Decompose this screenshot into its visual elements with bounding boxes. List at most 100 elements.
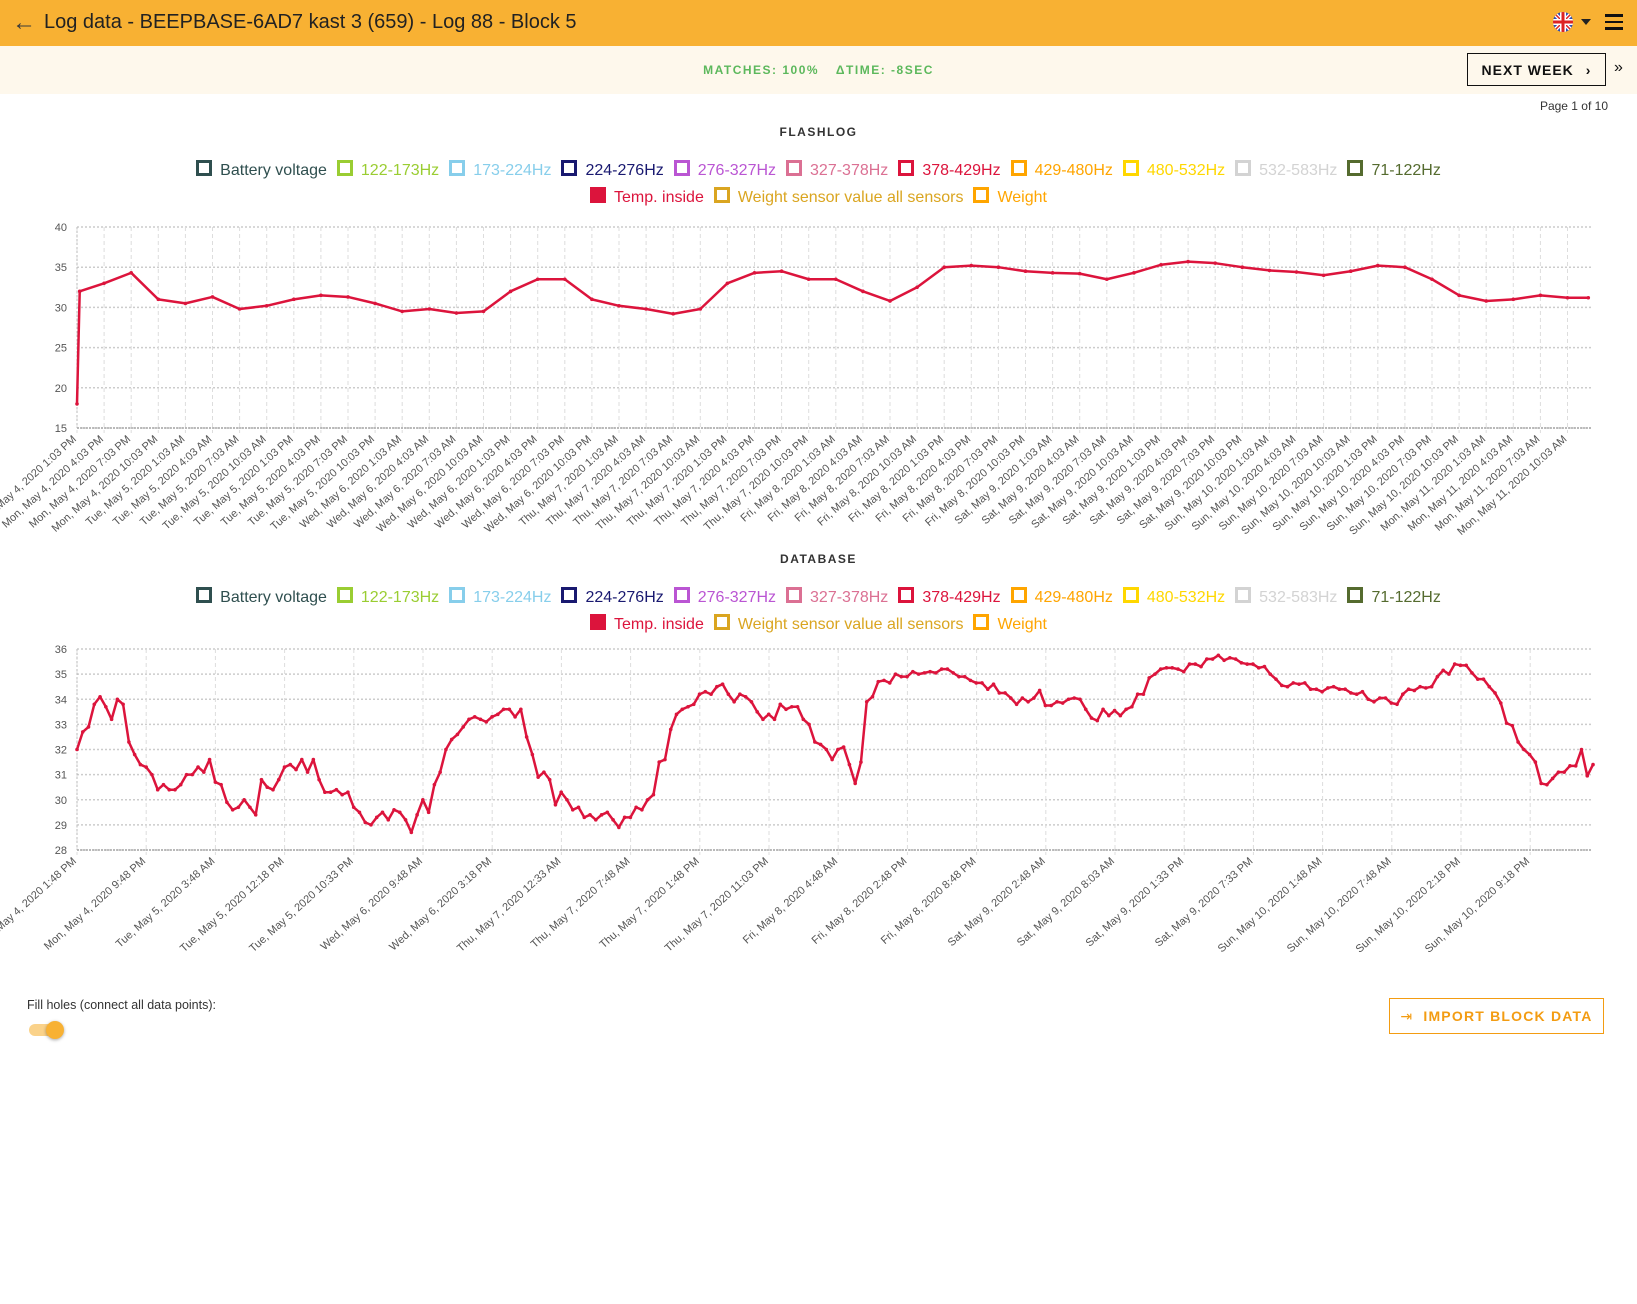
data-point — [824, 747, 829, 752]
data-point — [801, 717, 806, 722]
data-point — [1556, 770, 1561, 774]
legend-item[interactable]: 327-378Hz — [786, 157, 888, 184]
hamburger-menu-icon[interactable] — [1605, 14, 1623, 30]
data-point — [1452, 662, 1457, 666]
data-point — [213, 780, 218, 784]
legend-item[interactable]: 276-327Hz — [673, 157, 776, 184]
data-point — [732, 699, 736, 704]
legend-item[interactable]: 122-173Hz — [336, 157, 440, 184]
data-point — [1251, 662, 1255, 666]
legend-item[interactable]: Weight — [973, 184, 1047, 211]
legend-item[interactable]: Temp. inside — [590, 611, 704, 638]
data-point — [1267, 268, 1272, 273]
data-point — [847, 762, 852, 767]
database-chart-title: DATABASE — [780, 552, 857, 566]
legend-label: 71-122Hz — [1371, 589, 1441, 606]
language-dropdown-caret-icon[interactable] — [1581, 19, 1591, 25]
legend-item[interactable]: 532-583Hz — [1235, 584, 1337, 611]
data-point — [715, 684, 719, 689]
legend-swatch-icon — [196, 160, 213, 176]
data-point — [1245, 662, 1249, 666]
legend-label: Temp. inside — [614, 189, 704, 206]
legend-item[interactable]: 122-173Hz — [336, 584, 439, 611]
data-point — [311, 757, 316, 762]
y-tick-label: 40 — [55, 222, 67, 234]
legend-item[interactable]: 378-429Hz — [898, 584, 1001, 611]
legend-item[interactable]: 429-480Hz — [1010, 584, 1113, 611]
fill-holes-toggle[interactable] — [29, 1021, 65, 1039]
data-point — [617, 303, 621, 308]
legend-item[interactable]: 276-327Hz — [673, 584, 776, 611]
data-point — [1573, 764, 1578, 768]
data-point — [1562, 770, 1567, 774]
data-point — [1262, 664, 1267, 669]
data-point — [1210, 657, 1215, 661]
legend-item[interactable]: 480-532Hz — [1122, 584, 1225, 611]
legend-item[interactable]: 71-122Hz — [1347, 157, 1441, 184]
next-week-button[interactable]: NEXT WEEK › — [1467, 53, 1606, 86]
legend-item[interactable]: 173-224Hz — [449, 584, 551, 611]
data-point — [253, 813, 258, 817]
legend-item[interactable]: Battery voltage — [196, 584, 327, 611]
data-point — [1193, 662, 1198, 666]
legend-item[interactable]: 71-122Hz — [1347, 584, 1441, 611]
legend-item[interactable]: Battery voltage — [196, 157, 327, 184]
legend-item[interactable]: 224-276Hz — [561, 157, 664, 184]
data-point — [1274, 677, 1278, 681]
legend-item[interactable]: Weight — [973, 611, 1047, 638]
data-point — [841, 745, 846, 749]
data-point — [834, 277, 838, 282]
data-point — [1303, 681, 1307, 685]
legend-item[interactable]: Temp. inside — [590, 184, 704, 211]
chevron-right-icon: › — [1585, 61, 1592, 78]
data-point — [115, 697, 120, 702]
legend-swatch-icon — [449, 587, 466, 603]
data-point — [1107, 713, 1111, 718]
data-point — [155, 787, 160, 792]
legend-item[interactable]: 480-532Hz — [1122, 157, 1225, 184]
data-point — [357, 810, 362, 815]
data-point — [409, 830, 414, 835]
legend-swatch-icon — [561, 160, 578, 176]
data-point — [1550, 776, 1555, 781]
legend-label: 532-583Hz — [1259, 162, 1338, 179]
page-title: Log data - BEEPBASE-6AD7 kast 3 (659) - … — [44, 11, 577, 33]
legend-item[interactable]: 224-276Hz — [561, 584, 664, 611]
legend-item[interactable]: 173-224Hz — [449, 157, 551, 184]
legend-item[interactable]: 378-429Hz — [898, 157, 1001, 184]
legend-label: 122-173Hz — [360, 162, 440, 179]
legend-item[interactable]: Weight sensor value all sensors — [713, 184, 963, 211]
data-point — [1066, 697, 1071, 702]
data-point — [738, 692, 742, 697]
data-point — [495, 712, 500, 717]
data-point — [547, 777, 552, 782]
legend-item[interactable]: 327-378Hz — [786, 584, 888, 611]
data-point — [1009, 696, 1013, 700]
data-point — [1233, 657, 1238, 661]
data-point — [1164, 666, 1169, 670]
double-chevron-right-icon[interactable]: » — [1614, 59, 1623, 76]
data-point — [328, 790, 333, 795]
data-point — [490, 715, 494, 719]
legend-item[interactable]: Weight sensor value all sensors — [713, 611, 963, 638]
data-point — [663, 757, 667, 762]
data-point — [1539, 781, 1543, 786]
data-point — [346, 295, 350, 299]
legend-item[interactable]: 532-583Hz — [1235, 157, 1337, 184]
data-point — [150, 772, 154, 777]
import-block-data-button[interactable]: ⇥ IMPORT BLOCK DATA — [1389, 998, 1604, 1034]
data-point — [962, 674, 967, 679]
data-point — [1522, 747, 1526, 752]
temp-inside-line — [75, 260, 1589, 404]
back-arrow-icon[interactable]: ← — [12, 9, 36, 36]
data-point — [1222, 658, 1226, 663]
legend-swatch-icon — [973, 187, 990, 203]
legend-item[interactable]: 429-480Hz — [1010, 157, 1113, 184]
legend-label: 429-480Hz — [1034, 162, 1113, 179]
uk-flag-language-icon[interactable] — [1553, 12, 1573, 32]
data-point — [230, 808, 235, 812]
data-point — [576, 805, 581, 810]
data-point — [167, 787, 172, 792]
data-point — [697, 692, 702, 697]
data-point — [818, 742, 823, 747]
